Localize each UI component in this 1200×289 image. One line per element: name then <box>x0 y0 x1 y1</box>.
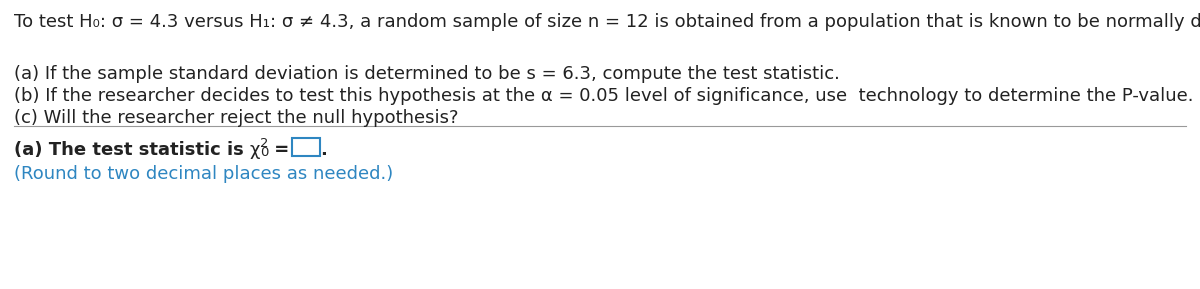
Text: To test H₀: σ = 4.3 versus H₁: σ ≠ 4.3, a random sample of size n = 12 is obtain: To test H₀: σ = 4.3 versus H₁: σ ≠ 4.3, … <box>14 13 1200 31</box>
Text: =: = <box>269 141 289 159</box>
Text: (Round to two decimal places as needed.): (Round to two decimal places as needed.) <box>14 165 394 183</box>
Bar <box>292 138 319 156</box>
Text: (a) The test statistic is: (a) The test statistic is <box>14 141 250 159</box>
Text: .: . <box>320 141 328 159</box>
Text: (c) Will the researcher reject the null hypothesis?: (c) Will the researcher reject the null … <box>14 109 458 127</box>
Text: χ: χ <box>250 141 260 159</box>
Text: 2: 2 <box>260 137 269 150</box>
Text: (b) If the researcher decides to test this hypothesis at the α = 0.05 level of s: (b) If the researcher decides to test th… <box>14 87 1194 105</box>
Text: (a) If the sample standard deviation is determined to be s = 6.3, compute the te: (a) If the sample standard deviation is … <box>14 65 840 83</box>
Text: 0: 0 <box>260 146 269 159</box>
